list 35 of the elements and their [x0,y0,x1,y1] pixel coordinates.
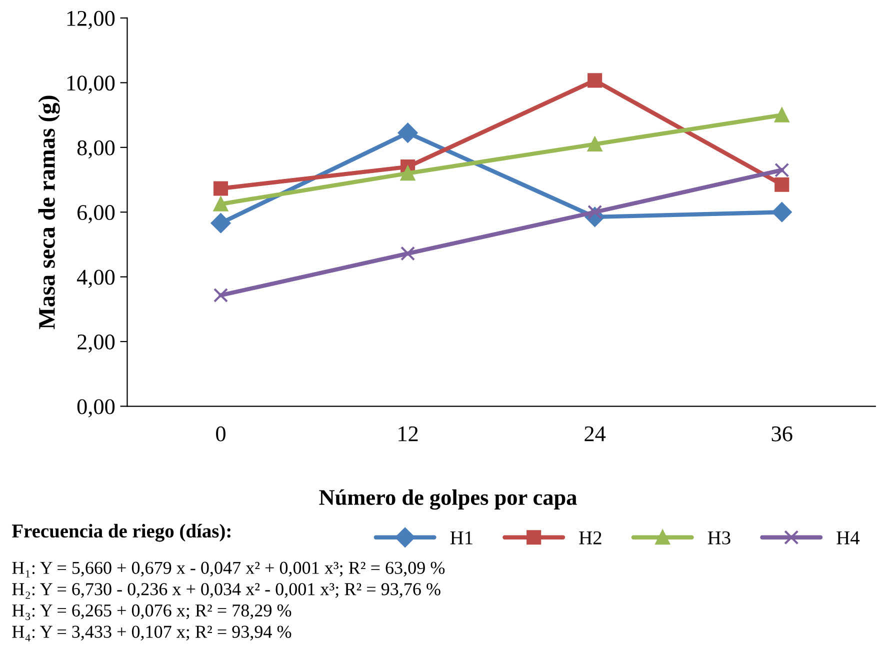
point [400,246,416,261]
x-tick-label: 24 [584,426,606,442]
legend-label: H1 [450,531,472,544]
point [213,288,228,303]
point [213,196,228,212]
y-axis-title: Masa seca de ramas (g) [38,96,60,330]
point [588,136,602,152]
y-tick-label: 2,00 [78,334,115,353]
point [772,202,792,222]
point [774,177,790,192]
legend-label: H4 [836,531,860,544]
x-tick-label: 0 [216,426,226,442]
legend-label: H3 [708,531,730,544]
text: H₃: Y = 6,265 + 0,076 x; R² = 78,29 % [12,604,292,620]
point [774,108,790,122]
legend-title: Frecuencia de riego (días): [12,524,230,542]
y-tick-label: 8,00 [77,140,115,159]
y-tick-label: 10,00 [67,76,115,94]
legend-label: H2 [579,531,602,544]
y-tick-label: 12,00 [67,10,115,30]
text: H₄: Y = 3,433 + 0,107 x; R² = 93,94 % [12,626,292,642]
point [400,166,416,181]
x-tick-label: 36 [772,426,792,442]
point [588,73,602,88]
point [398,122,418,143]
text: H₂: Y = 6,730 - 0,236 x + 0,034 x² - 0,001 x³; R² = 93,76 % [12,583,440,599]
point [213,181,228,196]
y-tick-label: 4,00 [76,270,115,288]
text: H₁: Y = 5,660 + 0,679 x - 0,047 x² + 0,001 x³; R² = 63,09 % [12,562,445,578]
point [774,162,790,178]
y-tick-label: 6,00 [77,205,115,224]
x-axis-title: Número de golpes por capa [319,489,577,510]
y-tick-label: 0,00 [77,399,115,418]
x-tick-label: 12 [398,426,418,442]
point [210,213,231,234]
